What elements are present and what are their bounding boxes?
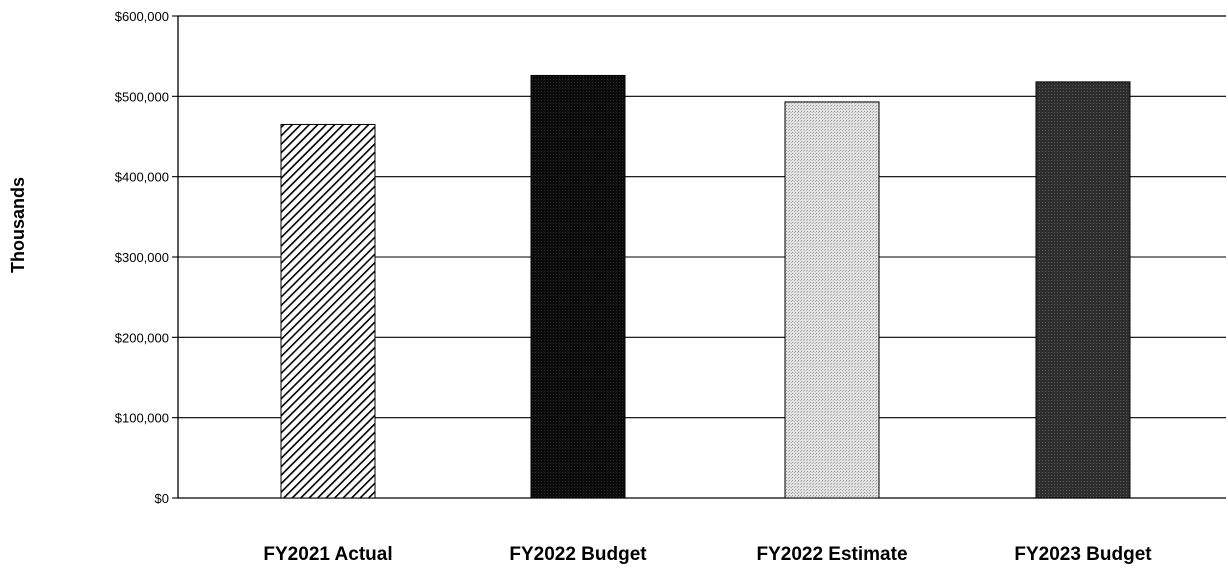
bar-fy2021-actual [280,123,376,499]
y-tick-label: $400,000 [115,170,169,185]
y-tick-label: $300,000 [115,250,169,265]
y-axis-label: Thousands [8,177,28,273]
bar-fy2022-budget [530,74,626,499]
y-tick-label: $100,000 [115,411,169,426]
y-axis-ticks: $0 $100,000 $200,000 $300,000 $400,000 $500,0… [115,9,178,506]
x-category-label: FY2021 Actual [263,544,392,565]
y-tick-label: $200,000 [115,330,169,345]
y-tick-label: $0 [155,491,169,506]
bars [280,74,1131,499]
y-tick-label: $500,000 [115,89,169,104]
bar-fy2022-estimate [784,101,880,499]
bar-fy2023-budget [1035,81,1131,499]
x-axis-category-labels: FY2021 Actual FY2022 Budget FY2022 Estimat… [263,544,1152,565]
x-category-label: FY2022 Estimate [756,544,907,565]
x-category-label: FY2023 Budget [1014,544,1152,565]
x-category-label: FY2022 Budget [509,544,647,565]
y-tick-label: $600,000 [115,9,169,24]
